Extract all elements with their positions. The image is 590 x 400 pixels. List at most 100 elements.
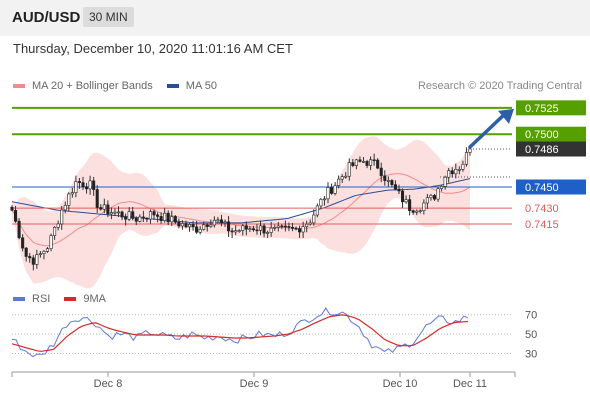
candle-body xyxy=(322,198,326,201)
candle-body xyxy=(45,248,50,252)
candle-body xyxy=(312,214,316,224)
rsi-series-9MA xyxy=(11,314,469,352)
candle-body xyxy=(205,224,209,227)
candle-body xyxy=(187,224,192,228)
candle-body xyxy=(447,170,451,178)
candle-body xyxy=(358,159,362,162)
candle-body xyxy=(56,223,60,228)
candle-body xyxy=(67,193,71,206)
candle-body xyxy=(70,192,74,195)
rsi-series-RSI xyxy=(11,307,469,358)
level-box-0.7500 xyxy=(516,126,586,142)
candle-body xyxy=(351,162,355,166)
rsi-panel: 70 50 30 xyxy=(11,307,537,360)
candle-body xyxy=(440,186,444,189)
candle-body xyxy=(266,232,270,234)
candle-body xyxy=(92,180,96,190)
level-label-0.7430: 0.7430 xyxy=(525,203,559,215)
candle-body xyxy=(287,226,291,228)
candle-body xyxy=(42,251,46,254)
candle-body xyxy=(138,216,142,222)
candle-body xyxy=(17,221,21,239)
candle-body xyxy=(85,186,89,190)
legend-rsi-label: RSI xyxy=(32,293,51,305)
x-tick-label: Dec 8 xyxy=(94,378,123,390)
candle-body xyxy=(280,225,284,228)
candle-body xyxy=(315,205,319,216)
candle-body xyxy=(294,227,298,230)
candle-body xyxy=(159,216,163,222)
symbol-label: AUD/USD xyxy=(12,9,81,26)
legend-ma20-label: MA 20 + Bollinger Bands xyxy=(32,80,153,92)
candle-body xyxy=(102,204,106,210)
candle-body xyxy=(127,211,131,220)
candle-body xyxy=(198,228,202,233)
bollinger-bands xyxy=(12,136,470,289)
candle-body xyxy=(95,189,99,208)
candle-body xyxy=(418,210,422,212)
candle-body xyxy=(308,222,312,225)
candle-body xyxy=(408,199,412,211)
level-box-0.7525 xyxy=(516,100,586,116)
candle-body xyxy=(369,159,373,166)
candle-body xyxy=(461,163,465,170)
rsi-tick-30: 30 xyxy=(525,348,537,360)
candle-body xyxy=(436,188,440,200)
timeframe-badge[interactable]: 30 MIN xyxy=(83,7,134,27)
legend-ma50-label: MA 50 xyxy=(185,80,217,92)
candle-body xyxy=(301,226,305,233)
candle-body xyxy=(120,211,124,218)
candle-body xyxy=(35,254,39,265)
candle-body xyxy=(184,223,188,228)
candle-body xyxy=(276,225,280,228)
candle-body xyxy=(88,180,92,190)
candle-body xyxy=(340,176,344,180)
bollinger-band-area xyxy=(12,136,470,289)
candle-body xyxy=(113,211,117,214)
main-legend: MA 20 + Bollinger Bands MA 50 xyxy=(13,80,217,92)
candle-body xyxy=(330,187,334,194)
forecast-arrow xyxy=(468,108,514,149)
candle-body xyxy=(60,209,64,225)
candle-body xyxy=(21,237,25,249)
candle-body xyxy=(262,225,266,234)
candle-body xyxy=(99,207,103,210)
candle-body xyxy=(106,204,110,215)
candle-body xyxy=(148,211,152,220)
rsi-swatch xyxy=(13,297,25,301)
candle-body xyxy=(425,197,429,204)
level-labels: 0.7525 0.7500 0.7486 0.7450 0.7430 0.7415 xyxy=(516,100,586,231)
legend-9ma-label: 9MA xyxy=(83,293,106,305)
candle-body xyxy=(361,161,366,163)
x-axis: Dec 8 Dec 9 Dec 10 Dec 11 xyxy=(11,371,516,390)
candle-body xyxy=(14,210,18,222)
level-label-0.7486: 0.7486 xyxy=(525,144,559,156)
candle-body xyxy=(145,217,149,220)
ma50-line xyxy=(11,178,471,224)
chart-header: AUD/USD 30 MIN xyxy=(0,0,590,36)
candlesticks xyxy=(10,144,472,271)
candle-body xyxy=(24,247,28,257)
candle-body xyxy=(273,227,277,229)
candle-body xyxy=(298,228,302,233)
candle-body xyxy=(457,169,461,171)
candle-body xyxy=(248,228,252,230)
candle-body xyxy=(230,230,234,233)
candle-body xyxy=(53,227,57,236)
arrow-shaft xyxy=(468,113,506,149)
candle-body xyxy=(354,159,358,166)
candle-body xyxy=(344,175,348,178)
candle-body xyxy=(134,218,138,222)
candle-body xyxy=(333,185,337,194)
candle-body xyxy=(241,225,245,231)
candle-body xyxy=(464,152,468,165)
price-levels xyxy=(12,106,512,225)
candle-body xyxy=(390,180,394,185)
candle-body xyxy=(379,167,383,177)
candle-body xyxy=(411,210,415,213)
candle-body xyxy=(131,211,135,219)
candle-body xyxy=(305,223,309,227)
level-box-0.7486 xyxy=(516,141,586,157)
candle-body xyxy=(244,225,248,230)
candle-body xyxy=(38,253,42,255)
